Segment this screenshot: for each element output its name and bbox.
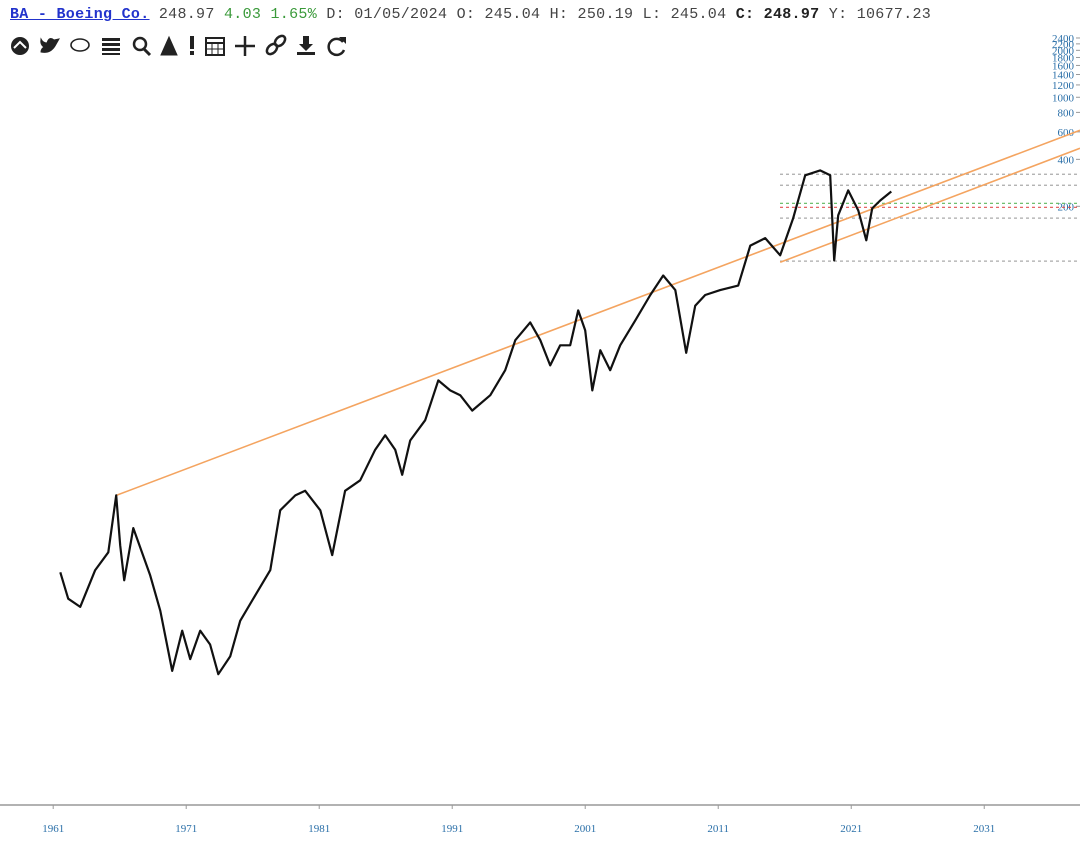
field-label: Y: bbox=[828, 6, 848, 23]
y-tick-label: 1600 bbox=[1052, 60, 1075, 72]
field-label: D: bbox=[326, 6, 345, 23]
field-value: 245.04 bbox=[670, 6, 727, 23]
field-label: H: bbox=[549, 6, 569, 23]
field-value: 248.97 bbox=[763, 6, 820, 23]
toolbar bbox=[11, 34, 346, 57]
trend-line bbox=[115, 129, 1080, 497]
x-tick-label: 1971 bbox=[175, 823, 197, 835]
link-icon[interactable] bbox=[265, 34, 287, 56]
field-value: 250.19 bbox=[577, 6, 634, 23]
triangle-icon[interactable] bbox=[160, 35, 178, 56]
comment-icon[interactable] bbox=[70, 38, 90, 52]
x-tick-label: 2011 bbox=[707, 823, 729, 835]
header: BA - Boeing Co. 248.97 4.03 1.65% D: 01/… bbox=[10, 6, 931, 23]
y-tick-label: 600 bbox=[1058, 127, 1075, 139]
x-tick-label: 2001 bbox=[574, 823, 596, 835]
y-tick-label: 1800 bbox=[1052, 52, 1075, 64]
field-label: L: bbox=[642, 6, 662, 23]
x-tick-label: 1991 bbox=[441, 823, 463, 835]
price-line bbox=[59, 169, 892, 676]
y-tick-label: 1200 bbox=[1052, 80, 1075, 92]
change-percent: 1.65% bbox=[270, 6, 318, 23]
y-tick-label: 2200 bbox=[1052, 39, 1075, 51]
change: 4.03 bbox=[223, 6, 262, 23]
dashboard-icon[interactable] bbox=[11, 37, 29, 55]
price: 248.97 bbox=[158, 6, 215, 23]
calendar-icon[interactable] bbox=[205, 37, 225, 56]
refresh-arrow bbox=[339, 37, 346, 44]
y-tick-label: 1000 bbox=[1052, 92, 1075, 104]
x-tick-label: 2031 bbox=[973, 823, 995, 835]
trend-line bbox=[779, 147, 1080, 264]
x-tick-label: 1981 bbox=[308, 823, 330, 835]
field-label: C: bbox=[735, 6, 755, 23]
twitter-icon[interactable] bbox=[40, 37, 60, 53]
symbol-title[interactable]: BA - Boeing Co. bbox=[10, 6, 150, 23]
y-tick-label: 2000 bbox=[1052, 45, 1075, 57]
field-value: 245.04 bbox=[484, 6, 541, 23]
alert-icon[interactable] bbox=[190, 36, 194, 55]
y-tick-label: 1400 bbox=[1052, 69, 1075, 81]
search-icon[interactable] bbox=[132, 36, 152, 57]
x-tick-label: 2021 bbox=[840, 823, 862, 835]
field-value: 10677.23 bbox=[856, 6, 932, 23]
y-tick-label: 2400 bbox=[1052, 33, 1075, 45]
refresh-icon[interactable] bbox=[327, 37, 346, 57]
y-tick-label: 200 bbox=[1058, 201, 1075, 213]
move-icon[interactable] bbox=[235, 36, 255, 56]
y-tick-label: 800 bbox=[1058, 107, 1075, 119]
list-icon[interactable] bbox=[102, 38, 120, 55]
y-tick-label: 400 bbox=[1058, 154, 1075, 166]
x-tick-label: 1961 bbox=[42, 823, 64, 835]
download-icon[interactable] bbox=[297, 36, 315, 55]
field-value: 01/05/2024 bbox=[354, 6, 448, 23]
field-label: O: bbox=[456, 6, 476, 23]
